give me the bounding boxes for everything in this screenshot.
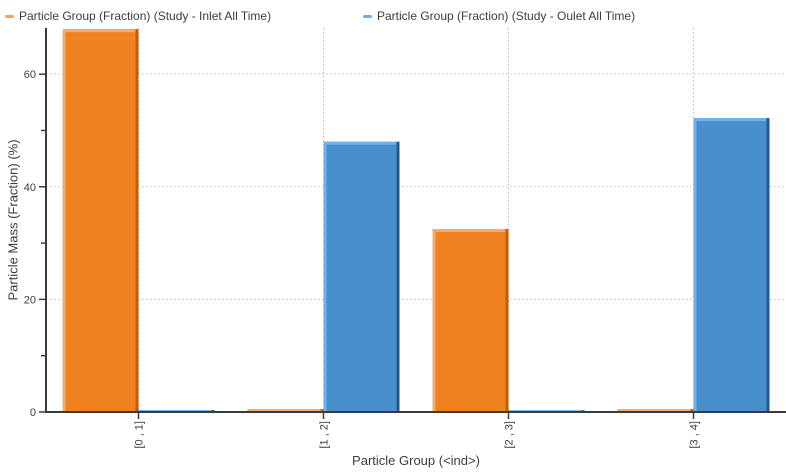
x-tick-label: [3 , 4] <box>689 421 701 449</box>
bar-top-highlight <box>323 141 400 145</box>
y-tick-label: 20 <box>24 294 36 306</box>
bar <box>432 229 509 412</box>
bar-right-shade <box>505 229 509 412</box>
bar-right-shade <box>396 141 400 412</box>
bar-top-highlight <box>693 118 770 122</box>
bar-right-shade <box>320 409 324 412</box>
bar-left-highlight <box>323 141 327 412</box>
bar-top-highlight <box>432 229 509 233</box>
legend-item-outlet: Particle Group (Fraction) (Study - Oulet… <box>363 9 635 23</box>
bar <box>693 118 770 412</box>
bar-right-shade <box>766 118 770 412</box>
bar-top-highlight <box>617 409 694 412</box>
bar-left-highlight <box>62 29 66 413</box>
legend-label-inlet: Particle Group (Fraction) (Study - Inlet… <box>19 9 272 23</box>
bar-top-highlight <box>62 29 139 33</box>
x-axis-title: Particle Group (<ind>) <box>352 453 480 468</box>
bar-top-highlight <box>247 409 324 412</box>
x-tick-label: [1 , 2] <box>319 421 331 449</box>
legend-marker-inlet-icon <box>5 14 14 18</box>
legend-label-outlet: Particle Group (Fraction) (Study - Oulet… <box>377 9 636 23</box>
legend-marker-outlet-icon <box>363 14 372 18</box>
y-axis-title: Particle Mass (Fraction) (%) <box>5 139 21 301</box>
y-tick-label: 0 <box>30 407 36 419</box>
bar-right-shade <box>135 29 139 413</box>
bar-right-shade <box>690 409 694 412</box>
x-tick-label: [0 , 1] <box>134 421 146 449</box>
legend-item-inlet: Particle Group (Fraction) (Study - Inlet… <box>5 9 271 23</box>
y-tick-label: 60 <box>24 69 36 81</box>
bar-left-highlight <box>693 118 697 412</box>
bar <box>62 29 139 413</box>
y-tick-label: 40 <box>24 182 36 194</box>
bar-left-highlight <box>432 229 436 412</box>
x-tick-label: [2 , 3] <box>504 421 516 449</box>
bar <box>323 141 400 412</box>
